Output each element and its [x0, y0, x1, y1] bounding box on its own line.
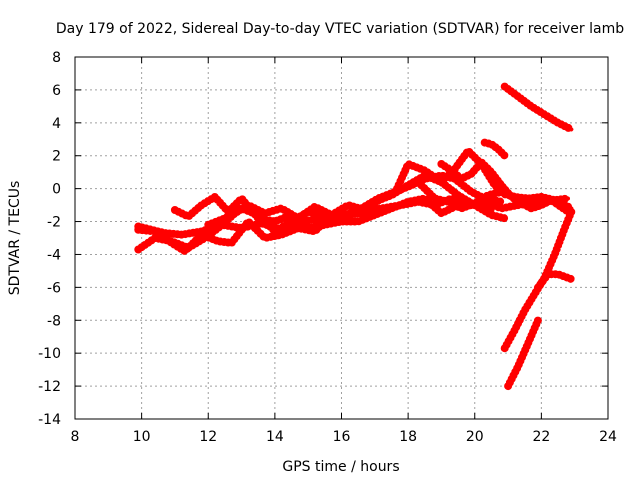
series-layer: [134, 82, 576, 391]
x-axis-title: GPS time / hours: [282, 459, 399, 475]
x-tick-label: 24: [599, 429, 617, 445]
y-tick-label: -6: [47, 280, 61, 296]
series-trace-7: [437, 156, 576, 213]
series-markers: [504, 316, 542, 391]
x-tick-label: 12: [199, 429, 217, 445]
chart-title: Day 179 of 2022, Sidereal Day-to-day VTE…: [56, 21, 624, 37]
y-tick-label: -12: [38, 379, 61, 395]
y-tick-label: 0: [52, 182, 61, 198]
x-tick-label: 16: [333, 429, 351, 445]
x-tick-label: 8: [71, 429, 80, 445]
y-tick-label: 6: [52, 83, 61, 99]
x-tick-label: 18: [399, 429, 417, 445]
series-trace-6: [417, 181, 572, 213]
y-tick-label: 4: [52, 116, 61, 132]
y-tick-label: -4: [47, 247, 61, 263]
series-trace-9: [500, 82, 576, 134]
series-markers: [534, 270, 576, 292]
y-tick-label: -10: [38, 346, 61, 362]
series-trace-11: [504, 316, 542, 391]
x-tick-label: 22: [532, 429, 550, 445]
series-markers: [417, 181, 572, 213]
y-tick-label: -8: [47, 313, 61, 329]
y-tick-labels: -14 -12 -10 -8 -6 -4 -2 0 2 4 6 8: [38, 50, 61, 428]
y-tick-label: -14: [38, 412, 61, 428]
series-trace-8: [480, 138, 509, 160]
y-tick-label: -2: [47, 215, 61, 231]
y-tick-label: 2: [52, 149, 61, 165]
x-tick-label: 20: [466, 429, 484, 445]
series-markers: [480, 138, 509, 160]
plot-frame: [74, 56, 609, 420]
x-tick-labels: 8 10 12 14 16 18 20 22 24: [71, 429, 617, 445]
series-markers: [500, 82, 576, 134]
series-trace-5: [204, 171, 509, 237]
y-tick-label: 8: [52, 50, 61, 66]
series-markers: [204, 171, 509, 237]
y-axis-title: SDTVAR / TECUs: [7, 181, 23, 296]
series-trace-4: [170, 191, 496, 233]
x-tick-label: 10: [133, 429, 151, 445]
series-trace-12: [534, 270, 576, 292]
x-tick-label: 14: [266, 429, 284, 445]
series-markers: [437, 156, 576, 213]
series-markers: [170, 191, 496, 233]
